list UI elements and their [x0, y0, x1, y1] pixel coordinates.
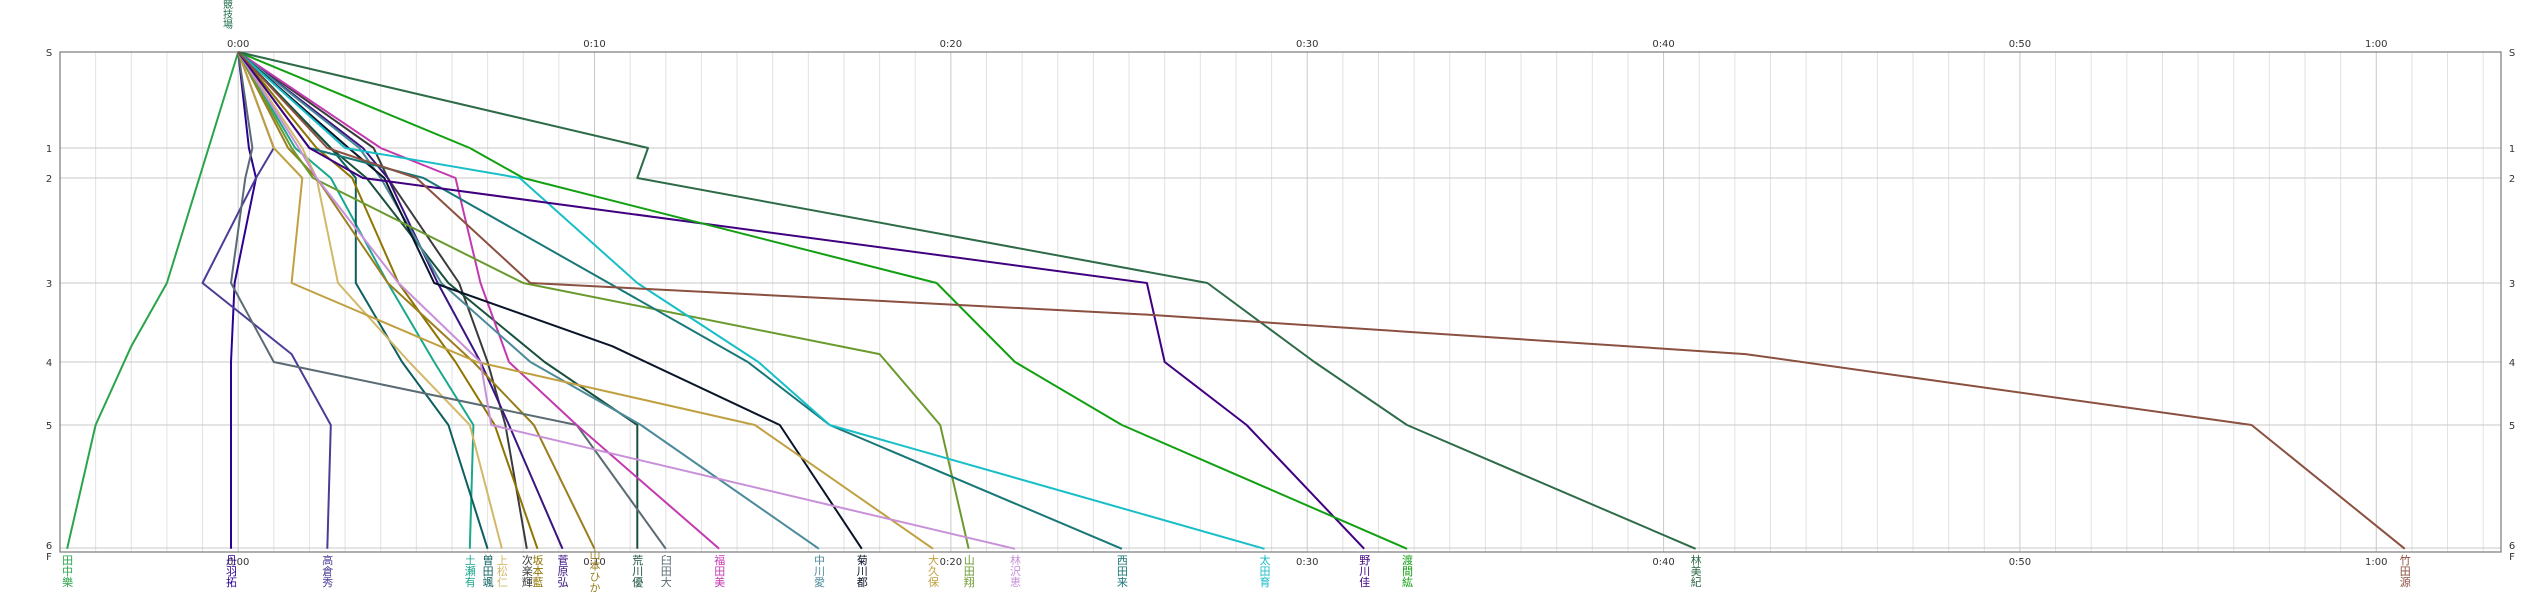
runner-name-label: 山田翔: [962, 554, 975, 588]
runner-split-line[interactable]: [237, 51, 564, 550]
x-tick-label-bottom: 1:00: [2365, 557, 2387, 568]
runner-name-label: 竹田源: [2398, 553, 2411, 588]
runner-split-line[interactable]: [237, 51, 528, 549]
runner-name-label: 上松仁: [495, 554, 508, 587]
runner-name-label: 野川佳: [1358, 554, 1371, 587]
runner-split-line[interactable]: [237, 51, 1696, 550]
runner-split-line[interactable]: [237, 51, 503, 550]
runner-name-label: 荒川優: [631, 554, 644, 588]
runner-split-line[interactable]: [237, 51, 720, 550]
runner-name-label: 中川愛: [813, 554, 826, 588]
runner-split-line[interactable]: [237, 51, 1408, 550]
runner-split-line[interactable]: [237, 51, 1365, 550]
x-tick-label-bottom: 0:10: [583, 557, 605, 568]
x-tick-label-top: 0:50: [2009, 39, 2031, 50]
runner-name-label: 次楽輝: [520, 553, 533, 588]
checkpoint-label-left: 1: [46, 144, 52, 155]
runner-split-line[interactable]: [237, 51, 489, 550]
axis-layer: 0:00 0:00 0:10 0:10 0:20 0:20 0:30 0:30 0:40 0:40…: [46, 39, 2515, 568]
runner-split-line[interactable]: [237, 51, 1123, 550]
runner-name-label: 太田育: [1258, 554, 1271, 588]
x-tick-label-bottom: 0:00: [227, 557, 249, 568]
runner-split-line[interactable]: [230, 51, 257, 549]
runner-name-label: 曽田颯: [481, 553, 494, 588]
x-tick-label-bottom: 0:40: [1652, 557, 1674, 568]
checkpoint-label-right: 4: [2509, 358, 2515, 369]
checkpoint-label-left: 4: [46, 358, 52, 369]
runner-name-label: 坂本藍: [531, 554, 544, 587]
checkpoint-label-right: 6: [2509, 541, 2515, 552]
start-location-label: 陸上競技場: [221, 0, 233, 30]
checkpoint-label-right: 5: [2509, 421, 2515, 432]
checkpoint-label-right: 1: [2509, 144, 2515, 155]
runner-split-line[interactable]: [237, 51, 820, 550]
runner-name-label: 山本ひか: [588, 549, 601, 593]
checkpoint-label-left: 3: [46, 279, 52, 290]
x-tick-label-bottom: 0:50: [2009, 557, 2031, 568]
checkpoint-label-left: F: [46, 552, 52, 563]
checkpoint-label-left: S: [46, 48, 52, 59]
x-tick-label-top: 0:20: [940, 39, 962, 50]
x-tick-label-top: 0:10: [583, 39, 605, 50]
runner-split-line[interactable]: [230, 51, 667, 550]
runner-name-label: 大久保: [927, 553, 940, 588]
checkpoint-label-right: 2: [2509, 174, 2515, 185]
runner-name-label: 西田来: [1115, 555, 1128, 588]
x-tick-label-top: 0:40: [1652, 39, 1674, 50]
checkpoint-label-left: 2: [46, 174, 52, 185]
grid-layer: [59, 51, 2501, 553]
runner-name-label: 田中樂: [61, 555, 74, 589]
x-tick-label-top: 0:00: [227, 39, 249, 50]
runner-name-label: 福田美: [713, 553, 726, 587]
runner-split-line[interactable]: [237, 51, 934, 550]
runner-split-line[interactable]: [237, 51, 596, 550]
checkpoint-label-right: 3: [2509, 279, 2515, 290]
runner-split-line[interactable]: [237, 51, 1265, 550]
runner-name-label: 臼田大: [659, 553, 672, 587]
runner-split-line[interactable]: [66, 51, 240, 550]
checkpoint-label-right: S: [2509, 48, 2515, 59]
runner-name-label: 渡間紘: [1401, 553, 1414, 588]
x-tick-label-bottom: 0:20: [940, 557, 962, 568]
x-tick-label-bottom: 0:30: [1296, 557, 1318, 568]
runner-name-label: 菊川都: [855, 554, 868, 587]
checkpoint-label-left: 5: [46, 421, 52, 432]
runner-name-label: 高倉秀: [321, 553, 334, 587]
runner-split-line[interactable]: [237, 51, 1016, 550]
runner-name-label: 丹羽拓: [225, 555, 238, 588]
series-layer: [66, 51, 2406, 550]
runner-name-label: 菅原弘: [556, 554, 569, 587]
plot-frame: [59, 51, 2502, 553]
runner-name-label: 林沢恵: [1009, 553, 1022, 587]
x-tick-label-top: 1:00: [2365, 39, 2387, 50]
checkpoint-label-right: F: [2509, 552, 2515, 563]
runner-split-line[interactable]: [237, 51, 639, 549]
runner-name-label: 土瀬有: [463, 554, 476, 588]
runner-split-line[interactable]: [237, 51, 970, 550]
x-tick-label-top: 0:30: [1296, 39, 1318, 50]
runner-split-line[interactable]: [237, 51, 2406, 550]
runner-name-label: 林美紀: [1689, 553, 1702, 587]
checkpoint-label-left: 6: [46, 541, 52, 552]
